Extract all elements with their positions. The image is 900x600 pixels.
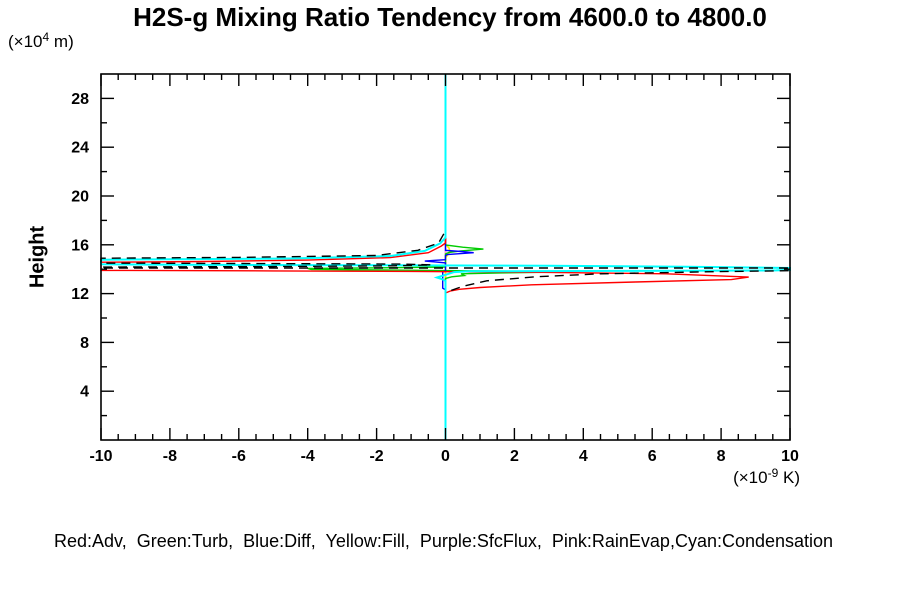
x-tick-label: -6 [232, 448, 246, 465]
x-unit-prefix: (×10 [733, 468, 768, 487]
y-tick-label: 20 [71, 189, 89, 206]
plot-curve-turb [307, 74, 560, 440]
x-tick-label: -8 [163, 448, 177, 465]
y-axis-unit-label: (×104 m) [8, 30, 74, 52]
y-unit-suffix: m) [49, 32, 74, 51]
y-unit-exponent: 4 [42, 30, 50, 44]
y-tick-label: 24 [71, 140, 89, 157]
y-tick-label: 4 [80, 384, 89, 401]
x-unit-suffix: K) [778, 468, 800, 487]
plot-curve-net [100, 233, 791, 295]
x-tick-label: -2 [369, 448, 383, 465]
x-tick-label: 10 [781, 448, 799, 465]
y-tick-label: 8 [80, 335, 89, 352]
x-axis-unit-label: (×10-9 K) [733, 466, 800, 488]
y-unit-prefix: (×10 [8, 32, 43, 51]
y-tick-label: 28 [71, 91, 89, 108]
x-tick-label: -10 [89, 448, 112, 465]
x-tick-label: -4 [301, 448, 315, 465]
legend-text: Red:Adv, Green:Turb, Blue:Diff, Yellow:F… [54, 531, 834, 551]
plot-title: H2S-g Mixing Ratio Tendency from 4600.0 … [133, 2, 767, 32]
y-tick-label: 16 [71, 237, 89, 254]
y-tick-label: 12 [71, 286, 89, 303]
plot-curve-adv [100, 74, 749, 440]
plot-curve-condensation [100, 74, 791, 440]
x-tick-label: 0 [441, 448, 450, 465]
plot-curve-diff [424, 74, 474, 440]
y-axis-title: Height [26, 225, 49, 289]
x-tick-label: 4 [579, 448, 588, 465]
x-tick-label: 2 [510, 448, 519, 465]
x-unit-exponent: -9 [767, 466, 779, 480]
x-tick-label: 6 [648, 448, 657, 465]
x-tick-label: 8 [717, 448, 726, 465]
